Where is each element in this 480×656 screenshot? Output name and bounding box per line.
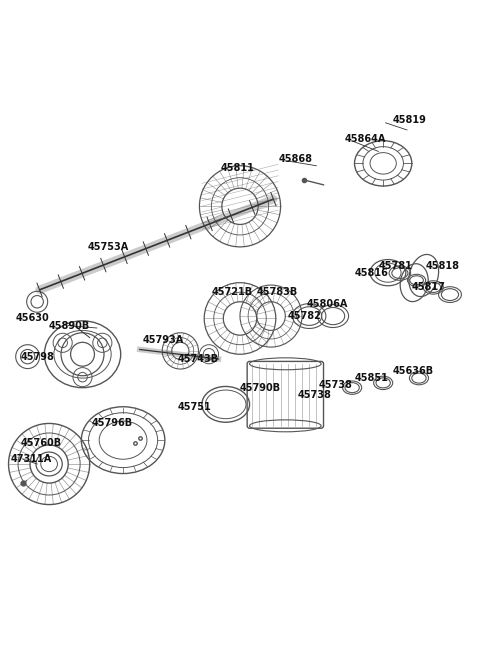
Text: 45811: 45811: [221, 163, 255, 173]
Text: 45818: 45818: [426, 261, 460, 271]
Text: 45753A: 45753A: [87, 242, 129, 252]
Text: 45630: 45630: [16, 314, 49, 323]
Text: 45721B: 45721B: [211, 287, 252, 297]
Text: 45738: 45738: [297, 390, 331, 400]
Text: 45738: 45738: [319, 380, 353, 390]
Text: 45783B: 45783B: [257, 287, 298, 297]
Text: 45793A: 45793A: [142, 335, 183, 345]
Text: 45796B: 45796B: [92, 419, 133, 428]
Text: 45782: 45782: [288, 311, 322, 321]
Text: 45636B: 45636B: [393, 366, 434, 376]
Text: 45806A: 45806A: [307, 299, 348, 309]
Text: 45743B: 45743B: [178, 354, 219, 364]
Text: 47311A: 47311A: [11, 454, 52, 464]
Text: 45760B: 45760B: [21, 438, 61, 447]
Text: 45817: 45817: [412, 283, 445, 293]
Text: 45751: 45751: [178, 401, 212, 412]
Text: 45790B: 45790B: [240, 382, 281, 393]
Text: 45864A: 45864A: [345, 134, 386, 144]
Text: 45816: 45816: [355, 268, 388, 278]
Text: 45851: 45851: [355, 373, 388, 383]
Text: 45890B: 45890B: [49, 321, 90, 331]
Text: 45868: 45868: [278, 154, 312, 163]
Text: 45819: 45819: [393, 115, 427, 125]
Text: 45781: 45781: [378, 261, 412, 271]
Text: 45798: 45798: [21, 352, 54, 361]
